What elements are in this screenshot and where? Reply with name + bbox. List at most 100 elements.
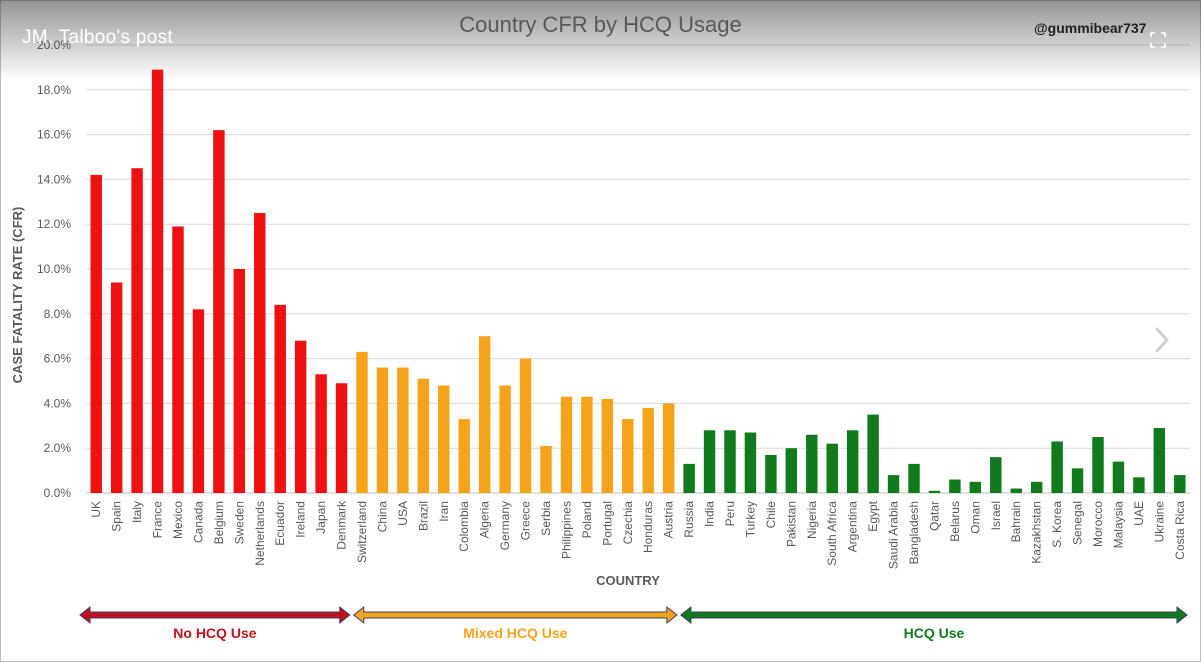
bar-uae	[1133, 477, 1145, 493]
bar-algeria	[478, 336, 491, 493]
y-tick-label: 14.0%	[37, 172, 71, 186]
bar-turkey	[744, 432, 757, 493]
bar-switzerland	[356, 351, 368, 493]
bar-sweden	[233, 269, 246, 493]
y-tick-label: 0.0%	[44, 486, 72, 500]
bar-honduras	[642, 407, 654, 493]
x-tick-label: Austria	[662, 501, 676, 539]
gridlines	[86, 44, 1190, 494]
bar-oman	[969, 481, 982, 493]
x-tick-label: Morocco	[1091, 501, 1105, 547]
x-tick-label: Mexico	[171, 501, 185, 539]
x-tick-label: Netherlands	[253, 501, 267, 566]
x-tick-label: China	[375, 501, 389, 533]
x-tick-label: Italy	[130, 501, 144, 523]
x-tick-label: Spain	[110, 501, 124, 532]
x-tick-label: Portugal	[600, 501, 614, 546]
x-tick-label: Serbia	[539, 501, 553, 536]
x-tick-label: Colombia	[457, 501, 471, 552]
bar-china	[376, 367, 389, 493]
bar-chile	[765, 454, 777, 493]
x-tick-label: Sweden	[232, 501, 246, 544]
x-tick-label: Nigeria	[805, 501, 819, 539]
group-label: No HCQ Use	[173, 625, 256, 641]
x-tick-label: Ecuador	[273, 501, 287, 546]
x-tick-label: India	[703, 501, 717, 527]
bar-serbia	[540, 445, 552, 493]
y-axis-label: CASE FATALITY RATE (CFR)	[10, 207, 25, 384]
bar-brazil	[417, 378, 430, 493]
bar-mexico	[172, 226, 184, 493]
x-tick-label: Qatar	[927, 501, 941, 531]
y-axis-ticks: 0.0% 2.0% 4.0% 6.0% 8.0% 10.0% 12.0% 14.0% 16.0%…	[37, 38, 71, 500]
fullscreen-icon[interactable]	[1150, 32, 1166, 48]
x-tick-label: Brazil	[416, 501, 430, 531]
bar-ireland	[294, 340, 307, 493]
x-tick-label: Greece	[519, 501, 533, 541]
bar-denmark	[335, 383, 348, 493]
group-arrow	[352, 605, 678, 625]
x-tick-label: Kazakhstan	[1030, 501, 1044, 564]
bar-kazakhstan	[1030, 481, 1043, 493]
x-tick-label: Peru	[723, 501, 737, 526]
x-tick-label: Argentina	[846, 501, 860, 553]
group-arrow	[680, 605, 1188, 625]
x-tick-label: Japan	[314, 501, 328, 534]
bar-pakistan	[785, 448, 798, 493]
bar-uk	[90, 174, 102, 494]
x-tick-label: Philippines	[559, 501, 573, 559]
x-tick-label: France	[151, 501, 165, 539]
bar-czechia	[622, 419, 634, 493]
bar-italy	[131, 168, 143, 493]
y-tick-label: 6.0%	[44, 352, 72, 366]
bar-france	[151, 69, 164, 493]
bar-iran	[438, 385, 450, 493]
x-tick-label: Chile	[764, 501, 778, 529]
x-tick-label: Ireland	[294, 501, 308, 538]
x-tick-label: Belgium	[212, 501, 226, 544]
bar-malaysia	[1112, 461, 1125, 493]
group-arrow	[79, 605, 351, 625]
x-tick-label: Turkey	[743, 501, 757, 537]
x-axis-tick-labels: UK Spain Italy France Mexico Canada Belgium Swe…	[89, 500, 1187, 569]
y-tick-label: 10.0%	[37, 262, 71, 276]
x-tick-label: Switzerland	[355, 501, 369, 563]
x-tick-label: Bahrain	[1009, 501, 1023, 542]
bar-greece	[519, 358, 532, 493]
bar-ecuador	[274, 304, 286, 493]
chevron-right-icon[interactable]	[1152, 326, 1172, 354]
bar-israel	[990, 457, 1002, 493]
bar-peru	[724, 430, 736, 493]
bar-germany	[499, 385, 511, 493]
x-tick-label: Oman	[968, 501, 982, 534]
group-arrows: No HCQ Use Mixed HCQ Use HCQ Use	[79, 605, 1188, 641]
x-axis-label: COUNTRY	[596, 573, 660, 588]
x-tick-label: Egypt	[866, 500, 880, 531]
group-label: Mixed HCQ Use	[463, 625, 567, 641]
x-tick-label: Belarus	[948, 501, 962, 542]
x-tick-label: UK	[89, 501, 103, 518]
bar-usa	[397, 367, 409, 493]
bar-nigeria	[806, 434, 818, 493]
bar-costa-rica	[1174, 475, 1186, 493]
x-tick-label: Denmark	[335, 500, 349, 550]
x-tick-label: UAE	[1132, 501, 1146, 526]
bar-netherlands	[254, 213, 266, 493]
x-tick-label: USA	[396, 501, 410, 526]
x-tick-label: South Africa	[825, 501, 839, 566]
x-tick-label: Senegal	[1071, 501, 1085, 545]
y-tick-label: 18.0%	[37, 83, 71, 97]
bar-argentina	[846, 430, 859, 493]
x-tick-label: S. Korea	[1050, 501, 1064, 548]
bar-bahrain	[1010, 488, 1022, 493]
bar-india	[703, 430, 716, 493]
bar-poland	[581, 396, 593, 493]
y-tick-label: 4.0%	[44, 396, 72, 410]
y-tick-label: 2.0%	[44, 441, 72, 455]
x-tick-label: Saudi Arabia	[887, 501, 901, 569]
x-tick-label: Czechia	[621, 501, 635, 545]
x-tick-label: Malaysia	[1111, 501, 1125, 549]
bar-egypt	[867, 414, 879, 493]
x-tick-label: Pakistan	[784, 501, 798, 547]
